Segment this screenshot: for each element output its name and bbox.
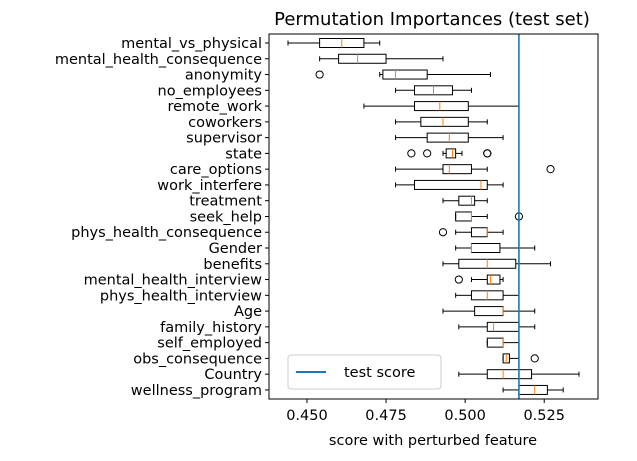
box-iqr bbox=[518, 384, 548, 395]
box-iqr bbox=[474, 306, 504, 317]
box-iqr bbox=[470, 227, 488, 238]
x-tick-label: 0.500 bbox=[444, 408, 486, 424]
box-benefits bbox=[442, 258, 552, 269]
box-mental_health_consequence bbox=[319, 53, 444, 64]
box-iqr bbox=[455, 211, 472, 222]
box-wellness_program bbox=[502, 384, 564, 395]
y-tick-label: mental_health_consequence bbox=[55, 52, 262, 68]
box-iqr bbox=[382, 69, 428, 80]
y-tick-label: Gender bbox=[209, 241, 262, 257]
legend-box bbox=[287, 354, 442, 390]
box-iqr bbox=[458, 195, 476, 206]
box-iqr bbox=[486, 274, 501, 285]
y-tick-label: obs_consequence bbox=[133, 351, 262, 367]
y-tick-label: coworkers bbox=[188, 115, 262, 131]
y-tick-label: phys_health_interview bbox=[100, 288, 262, 304]
box-iqr bbox=[486, 337, 504, 348]
box-treatment bbox=[442, 195, 488, 206]
y-tick-label: remote_work bbox=[167, 99, 262, 115]
y-tick-label: work_interfere bbox=[157, 178, 262, 194]
flier-point bbox=[530, 354, 539, 363]
flier-point bbox=[407, 149, 416, 158]
box-phys_health_consequence bbox=[438, 227, 504, 238]
box-self_employed bbox=[486, 337, 520, 348]
box-iqr bbox=[420, 116, 469, 127]
y-tick-label: benefits bbox=[203, 257, 262, 273]
box-iqr bbox=[486, 369, 533, 380]
box-state bbox=[407, 148, 492, 159]
x-axis-ticks: 0.450 0.475 0.500 0.525 bbox=[286, 399, 565, 424]
chart-title: Permutation Importances (test set) bbox=[274, 9, 590, 30]
box-iqr bbox=[486, 321, 520, 332]
flier-point bbox=[454, 275, 463, 284]
x-tick-label: 0.475 bbox=[365, 408, 407, 424]
legend-label: test score bbox=[344, 365, 415, 381]
box-phys_health_interview bbox=[455, 290, 520, 301]
y-tick-label: anonymity bbox=[185, 68, 263, 84]
x-tick-label: 0.450 bbox=[286, 408, 328, 424]
box-iqr bbox=[445, 148, 457, 159]
y-tick-label: treatment bbox=[189, 194, 262, 210]
box-iqr bbox=[414, 179, 488, 190]
box-iqr bbox=[414, 101, 469, 112]
y-tick-label: Age bbox=[234, 304, 262, 320]
y-tick-label: Country bbox=[204, 367, 262, 383]
plot-area bbox=[287, 34, 580, 399]
box-Age bbox=[442, 306, 536, 317]
box-Country bbox=[458, 369, 580, 380]
box-family_history bbox=[458, 321, 536, 332]
legend: test score bbox=[287, 354, 442, 390]
x-axis-label: score with perturbed feature bbox=[329, 433, 537, 449]
box-iqr bbox=[338, 53, 387, 64]
box-Gender bbox=[455, 243, 536, 254]
box-remote_work bbox=[363, 101, 520, 112]
flier-point bbox=[546, 165, 555, 174]
y-tick-label: seek_help bbox=[190, 209, 262, 225]
box-mental_health_interview bbox=[454, 274, 504, 285]
flier-point bbox=[438, 228, 448, 237]
y-tick-label: mental_vs_physical bbox=[121, 36, 262, 52]
box-iqr bbox=[442, 164, 472, 175]
x-tick-label: 0.525 bbox=[523, 408, 565, 424]
box-iqr bbox=[470, 243, 501, 254]
box-mental_vs_physical bbox=[287, 38, 381, 48]
y-tick-label: care_options bbox=[170, 162, 262, 178]
y-tick-label: self_employed bbox=[157, 336, 262, 352]
box-no_employees bbox=[395, 85, 472, 96]
box-care_options bbox=[395, 164, 555, 175]
y-tick-label: family_history bbox=[160, 320, 262, 336]
box-obs_consequence bbox=[502, 353, 539, 364]
box-anonymity bbox=[315, 69, 491, 80]
box-iqr bbox=[426, 132, 469, 143]
flier-point bbox=[423, 149, 432, 158]
box-supervisor bbox=[395, 132, 504, 143]
y-tick-label: mental_health_interview bbox=[84, 273, 263, 289]
box-work_interfere bbox=[395, 179, 504, 190]
y-tick-label: supervisor bbox=[186, 131, 262, 147]
y-tick-label: state bbox=[225, 146, 262, 162]
y-tick-label: no_employees bbox=[158, 83, 262, 99]
y-axis-labels: mental_vs_physicalmental_health_conseque… bbox=[55, 36, 269, 399]
flier-point bbox=[483, 149, 492, 158]
y-tick-label: wellness_program bbox=[131, 383, 262, 399]
y-tick-label: phys_health_consequence bbox=[71, 225, 262, 241]
box-coworkers bbox=[395, 116, 488, 127]
box-seek_help bbox=[455, 211, 524, 222]
flier-point bbox=[315, 70, 324, 79]
